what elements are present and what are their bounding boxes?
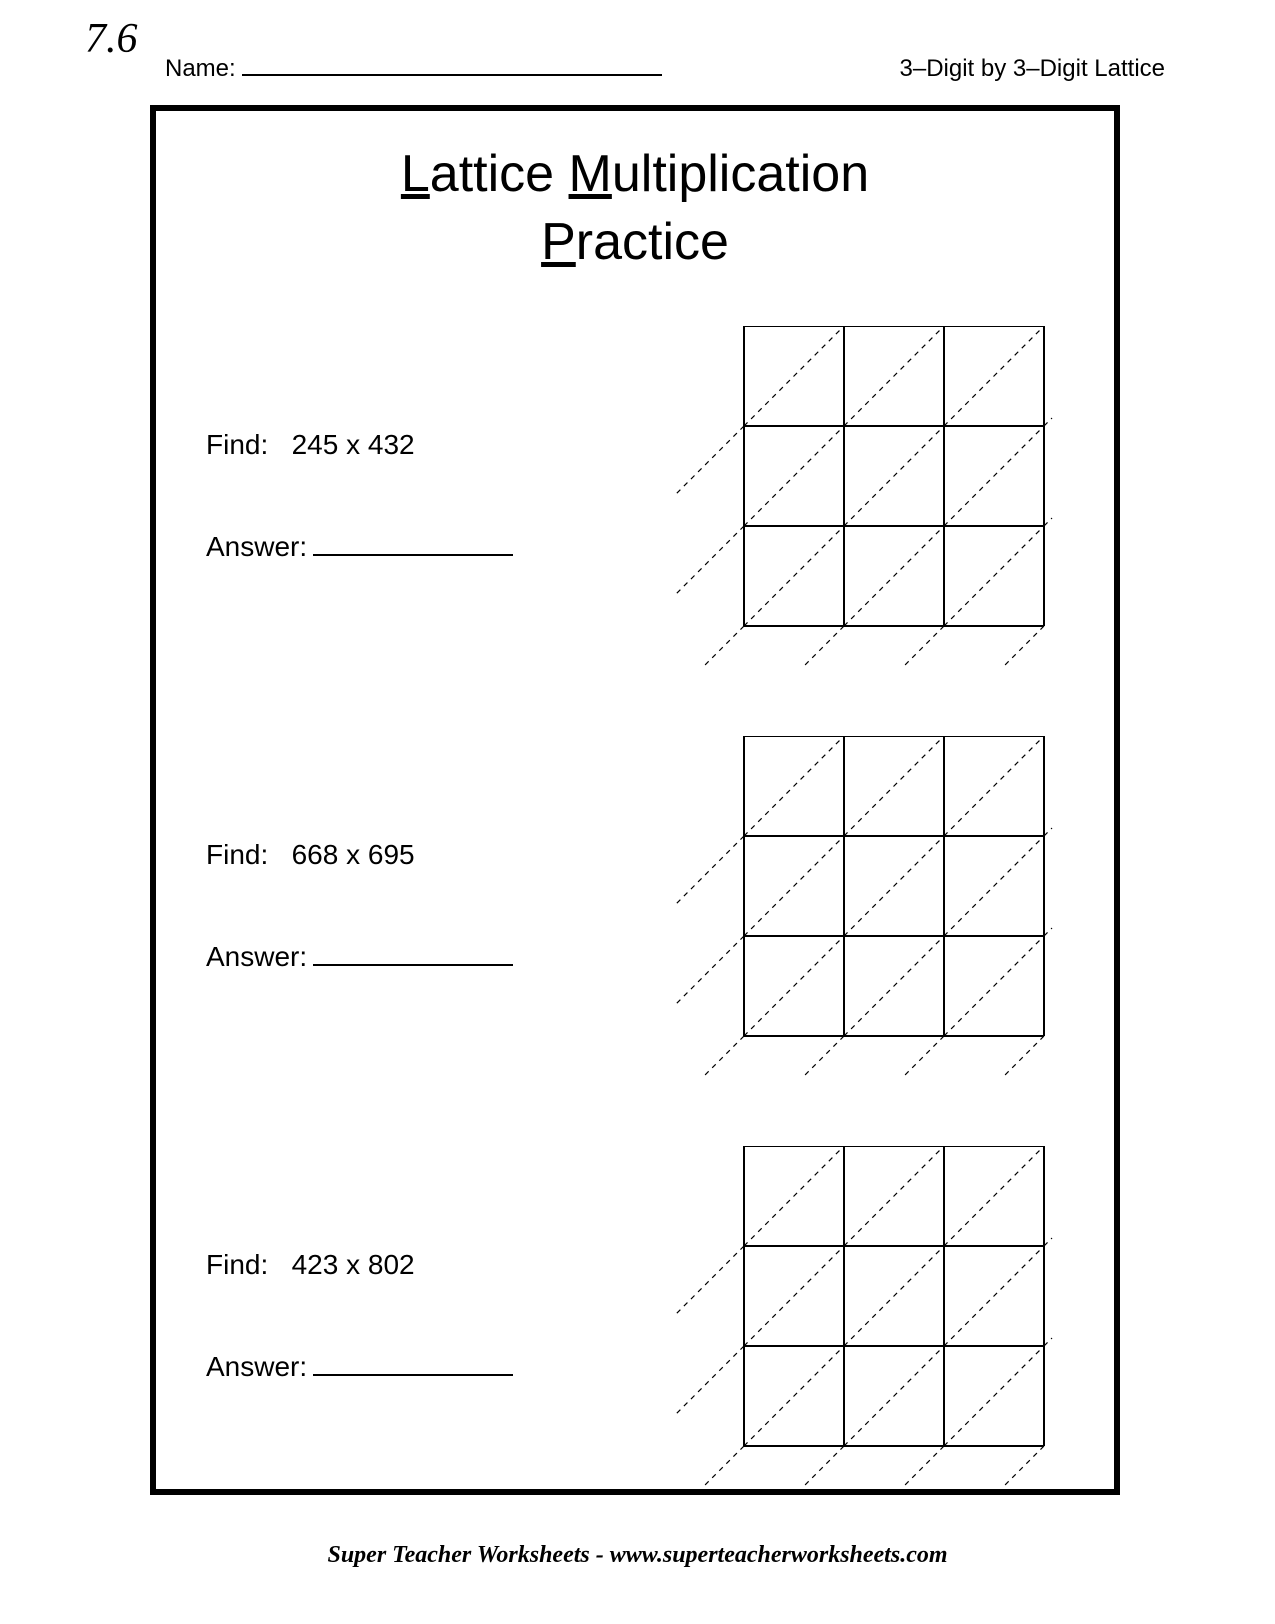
answer-label: Answer: <box>206 531 307 563</box>
problem-2: Find: 668 x 695 Answer: <box>206 736 1064 1076</box>
find-label: Find: <box>206 429 268 460</box>
problem-1: Find: 245 x 432 Answer: <box>206 326 1064 666</box>
title-line-1: Lattice Multiplication <box>186 141 1084 209</box>
find-label: Find: <box>206 1249 268 1280</box>
problems-list: Find: 245 x 432 Answer: Find: 668 x 695 … <box>186 326 1084 1486</box>
title-line-2: Practice <box>186 209 1084 277</box>
title-block: Lattice Multiplication Practice <box>186 141 1084 276</box>
lattice-grid-2[interactable] <box>544 736 1064 1076</box>
expression: 668 x 695 <box>292 839 415 870</box>
answer-label: Answer: <box>206 1351 307 1383</box>
name-blank-line[interactable] <box>242 74 662 76</box>
header-row: Name: 3–Digit by 3–Digit Lattice <box>165 55 1165 83</box>
worksheet-frame: Lattice Multiplication Practice Find: 24… <box>150 105 1120 1495</box>
answer-blank[interactable] <box>313 554 513 556</box>
answer-blank[interactable] <box>313 964 513 966</box>
page-number: 7.6 <box>85 15 138 63</box>
name-label: Name: <box>165 55 236 83</box>
expression: 423 x 802 <box>292 1249 415 1280</box>
problem-1-text: Find: 245 x 432 Answer: <box>206 429 513 563</box>
lattice-grid-3[interactable] <box>544 1146 1064 1486</box>
problem-3: Find: 423 x 802 Answer: <box>206 1146 1064 1486</box>
find-label: Find: <box>206 839 268 870</box>
problem-2-text: Find: 668 x 695 Answer: <box>206 839 513 973</box>
lattice-grid-1[interactable] <box>544 326 1064 666</box>
expression: 245 x 432 <box>292 429 415 460</box>
name-field: Name: <box>165 55 662 83</box>
footer-credit: Super Teacher Worksheets - www.superteac… <box>0 1542 1275 1569</box>
answer-blank[interactable] <box>313 1374 513 1376</box>
header-subtitle: 3–Digit by 3–Digit Lattice <box>900 55 1165 83</box>
answer-label: Answer: <box>206 941 307 973</box>
problem-3-text: Find: 423 x 802 Answer: <box>206 1249 513 1383</box>
